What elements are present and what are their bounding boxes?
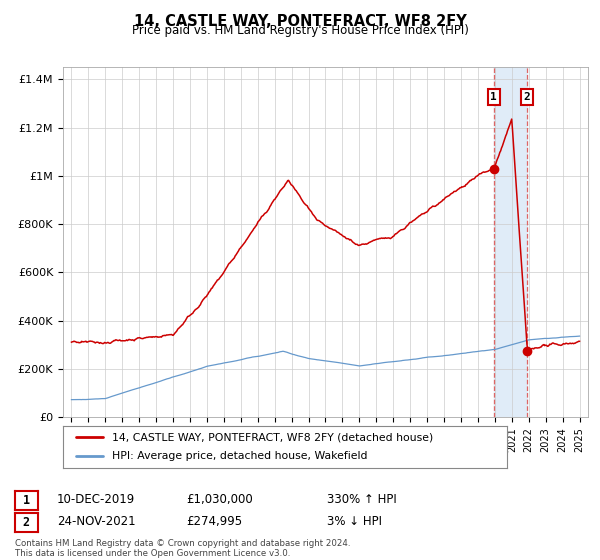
Text: Contains HM Land Registry data © Crown copyright and database right 2024.
This d: Contains HM Land Registry data © Crown c… — [15, 539, 350, 558]
Text: 14, CASTLE WAY, PONTEFRACT, WF8 2FY (detached house): 14, CASTLE WAY, PONTEFRACT, WF8 2FY (det… — [112, 432, 433, 442]
Text: £1,030,000: £1,030,000 — [186, 493, 253, 506]
Text: 24-NOV-2021: 24-NOV-2021 — [57, 515, 136, 529]
Text: Price paid vs. HM Land Registry's House Price Index (HPI): Price paid vs. HM Land Registry's House … — [131, 24, 469, 37]
Text: 1: 1 — [490, 92, 497, 102]
Text: HPI: Average price, detached house, Wakefield: HPI: Average price, detached house, Wake… — [112, 451, 367, 461]
Text: 10-DEC-2019: 10-DEC-2019 — [57, 493, 135, 506]
Text: 14, CASTLE WAY, PONTEFRACT, WF8 2FY: 14, CASTLE WAY, PONTEFRACT, WF8 2FY — [134, 14, 466, 29]
Text: 2: 2 — [524, 92, 530, 102]
Bar — [494, 67, 527, 417]
Text: £274,995: £274,995 — [186, 515, 242, 529]
Text: 330% ↑ HPI: 330% ↑ HPI — [327, 493, 397, 506]
Text: 3% ↓ HPI: 3% ↓ HPI — [327, 515, 382, 529]
Text: 1: 1 — [23, 493, 30, 507]
Text: 2: 2 — [23, 516, 30, 529]
